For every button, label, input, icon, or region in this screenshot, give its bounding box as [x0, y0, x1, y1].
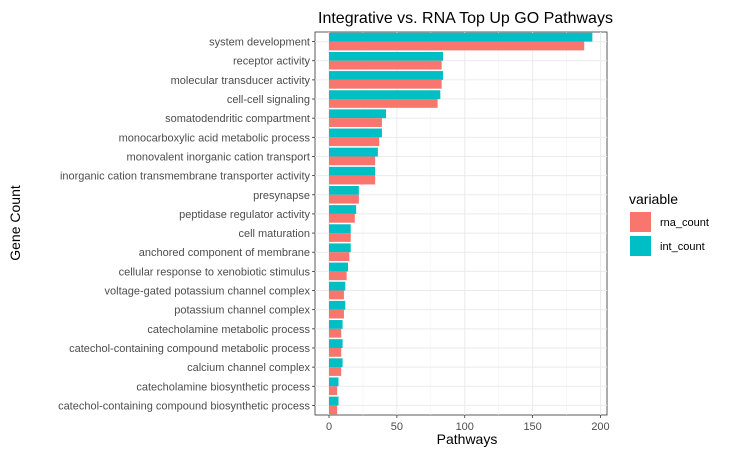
- x-tick-label: 0: [326, 421, 332, 433]
- y-tick-label: catechol-containing compound biosyntheti…: [58, 400, 310, 412]
- bar-int-count: [329, 128, 382, 138]
- bar-int-count: [329, 71, 444, 80]
- x-tick-label: 200: [591, 421, 609, 433]
- bar-rna-count: [329, 309, 344, 319]
- legend-key-int-count: [630, 236, 651, 256]
- bar-rna-count: [329, 194, 359, 204]
- bar-rna-count: [329, 213, 355, 223]
- bar-rna-count: [329, 60, 442, 70]
- bar-rna-count: [329, 118, 382, 127]
- x-axis-title: Pathways: [437, 431, 498, 447]
- y-tick-label: catechol-containing compound metabolic p…: [69, 343, 310, 355]
- bar-int-count: [329, 320, 343, 329]
- legend: variable rna_count int_count: [629, 191, 709, 256]
- bar-int-count: [329, 377, 339, 387]
- legend-label: int_count: [660, 241, 705, 253]
- bar-rna-count: [329, 405, 338, 415]
- bar-rna-count: [329, 156, 376, 166]
- bar-int-count: [329, 109, 387, 119]
- bar-int-count: [329, 51, 444, 61]
- y-tick-label: catecholamine biosynthetic process: [136, 381, 310, 393]
- chart-title: Integrative vs. RNA Top Up GO Pathways: [318, 10, 613, 27]
- y-tick-label: peptidase regulator activity: [179, 209, 310, 221]
- bar-rna-count: [329, 347, 342, 357]
- bar-rna-count: [329, 328, 342, 338]
- bar-int-count: [329, 300, 346, 310]
- bar-rna-count: [329, 79, 442, 89]
- y-tick-label: calcium channel complex: [187, 362, 310, 374]
- y-tick-label: cell-cell signaling: [227, 94, 310, 106]
- bar-rna-count: [329, 41, 585, 51]
- y-tick-label: inorganic cation transmembrane transport…: [60, 171, 311, 183]
- x-tick-label: 100: [456, 421, 474, 433]
- bar-rna-count: [329, 290, 344, 300]
- legend-label: rna_count: [660, 217, 709, 229]
- y-tick-label: monovalent inorganic cation transport: [127, 151, 310, 163]
- y-tick-label: presynapse: [253, 190, 310, 202]
- bar-rna-count: [329, 137, 380, 147]
- bar-int-count: [329, 147, 378, 157]
- bar-int-count: [329, 205, 357, 214]
- y-tick-label: monocarboxylic acid metabolic process: [119, 132, 311, 144]
- y-tick-label: cellular response to xenobiotic stimulus: [119, 266, 311, 278]
- bar-int-count: [329, 32, 593, 42]
- x-tick-labels: 0 50 100 150 200: [326, 415, 610, 433]
- bar-int-count: [329, 243, 351, 253]
- bars: [329, 32, 593, 415]
- bar-rna-count: [329, 252, 350, 262]
- bar-rna-count: [329, 175, 376, 185]
- bar-int-count: [329, 281, 346, 291]
- bar-int-count: [329, 358, 343, 368]
- y-tick-label: somatodendritic compartment: [165, 113, 310, 125]
- bar-int-count: [329, 90, 441, 100]
- legend-key-rna-count: [630, 212, 651, 232]
- bar-rna-count: [329, 386, 338, 396]
- bar-int-count: [329, 224, 351, 234]
- y-tick-label: catecholamine metabolic process: [147, 324, 310, 336]
- legend-items: rna_count int_count: [630, 212, 709, 256]
- y-tick-label: system development: [209, 37, 310, 49]
- y-tick-label: receptor activity: [233, 56, 311, 68]
- bar-rna-count: [329, 367, 342, 376]
- y-tick-label: voltage-gated potassium channel complex: [105, 286, 311, 298]
- bar-rna-count: [329, 271, 347, 281]
- y-axis-title: Gene Count: [7, 185, 23, 261]
- bar-rna-count: [329, 99, 438, 108]
- bar-int-count: [329, 339, 343, 348]
- x-tick-label: 150: [523, 421, 541, 433]
- legend-title: variable: [629, 191, 678, 207]
- x-tick-label: 50: [391, 421, 403, 433]
- y-tick-label: anchored component of membrane: [139, 247, 310, 259]
- plot-panel: [314, 31, 608, 416]
- y-tick-label: molecular transducer activity: [171, 75, 311, 87]
- bar-int-count: [329, 185, 359, 195]
- bar-rna-count: [329, 233, 351, 242]
- y-tick-label: potassium channel complex: [174, 305, 310, 317]
- y-tick-labels: system development receptor activity molec…: [58, 37, 315, 412]
- y-tick-label: cell maturation: [238, 228, 310, 240]
- bar-int-count: [329, 166, 376, 176]
- bar-int-count: [329, 396, 339, 406]
- bar-int-count: [329, 262, 349, 272]
